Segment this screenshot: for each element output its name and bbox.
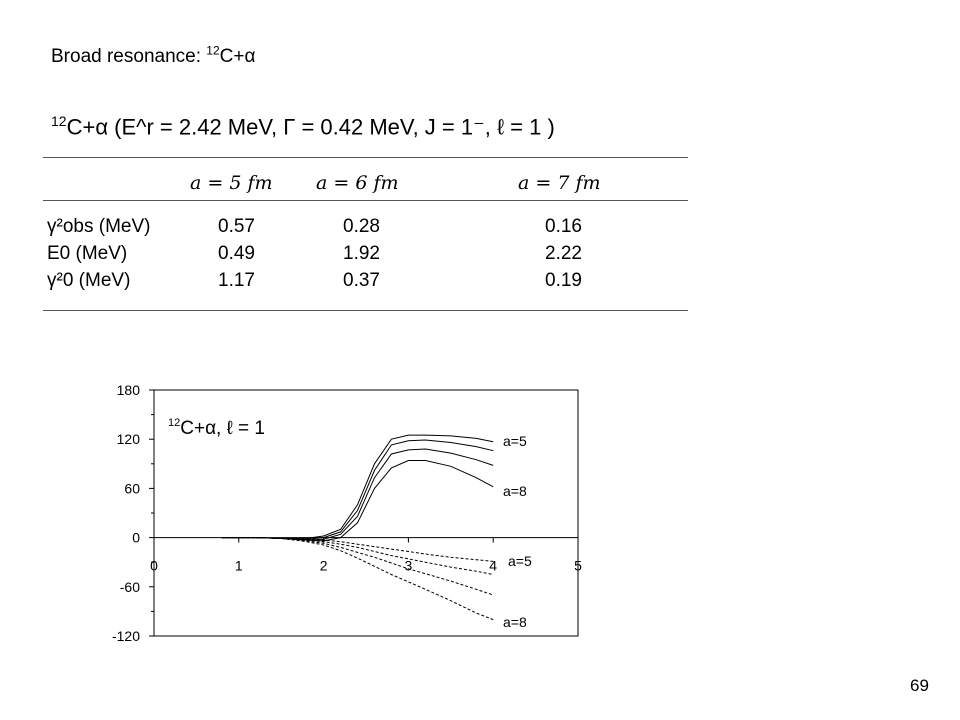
y-tick-label: 60 — [124, 480, 140, 496]
table-col-header-1: a = 5 fm — [190, 172, 273, 194]
table-row-label-1: γ²obs (MeV) — [47, 216, 151, 237]
x-tick-label: 4 — [489, 558, 497, 574]
table-caption: 12C+α (E^r = 2.42 MeV, Γ = 0.42 MeV, J =… — [51, 113, 555, 140]
table-cell: 0.16 — [545, 216, 582, 237]
chart-annotation-sup: 12 — [168, 417, 180, 429]
table-cell: 0.49 — [218, 243, 255, 264]
y-tick-label: -60 — [120, 579, 140, 595]
table-col-header-3: a = 7 fm — [518, 172, 601, 194]
series-line-4 — [221, 460, 494, 542]
table-cell: 0.57 — [218, 216, 255, 237]
x-tick-label: 1 — [235, 558, 243, 574]
slide-title: Broad resonance: 12C+α — [51, 43, 256, 68]
series-line-2 — [221, 439, 494, 540]
table-header-rule — [43, 200, 688, 201]
series-label-bottom-lower: a=8 — [503, 614, 527, 630]
y-tick-label: 120 — [117, 431, 141, 447]
series-line-6 — [221, 537, 494, 575]
table-top-rule — [43, 157, 688, 158]
table-col-header-2: a = 6 fm — [316, 172, 399, 194]
series-label-top-upper: a=5 — [503, 433, 527, 449]
series-line-5 — [221, 537, 494, 562]
chart-annotation-text: C+α, ℓ = 1 — [180, 418, 265, 439]
series-line-8 — [221, 537, 494, 621]
table-row-label-3: γ²0 (MeV) — [47, 270, 131, 291]
table-cell: 0.37 — [343, 270, 380, 291]
x-tick-label: 0 — [150, 558, 158, 574]
table-cell: 0.28 — [343, 216, 380, 237]
x-tick-label: 2 — [320, 558, 328, 574]
y-tick-label: -120 — [112, 628, 140, 644]
y-tick-label: 0 — [132, 530, 140, 546]
x-tick-label: 5 — [574, 558, 582, 574]
table-caption-sup: 12 — [51, 113, 67, 129]
table-cell: 0.19 — [545, 270, 582, 291]
table-row-label-2: E0 (MeV) — [47, 243, 128, 264]
slide-title-suffix: C+α — [219, 46, 256, 67]
chart-annotation: 12C+α, ℓ = 1 — [168, 417, 265, 439]
page-number: 69 — [910, 676, 929, 695]
table-cell: 1.17 — [218, 270, 255, 291]
table-cell: 2.22 — [545, 243, 582, 264]
series-line-7 — [221, 537, 494, 596]
table-cell: 1.92 — [343, 243, 380, 264]
series-line-3 — [221, 448, 494, 541]
series-label-bottom-upper: a=5 — [508, 553, 532, 569]
slide-title-sup: 12 — [206, 43, 220, 58]
table-caption-text: C+α (E^r = 2.42 MeV, Γ = 0.42 MeV, J = 1… — [66, 114, 555, 140]
y-tick-label: 180 — [117, 382, 141, 398]
series-label-top-lower: a=8 — [503, 483, 527, 499]
slide-title-prefix: Broad resonance: — [51, 46, 207, 67]
table-bottom-rule — [43, 310, 688, 311]
x-tick-label: 3 — [405, 558, 413, 574]
